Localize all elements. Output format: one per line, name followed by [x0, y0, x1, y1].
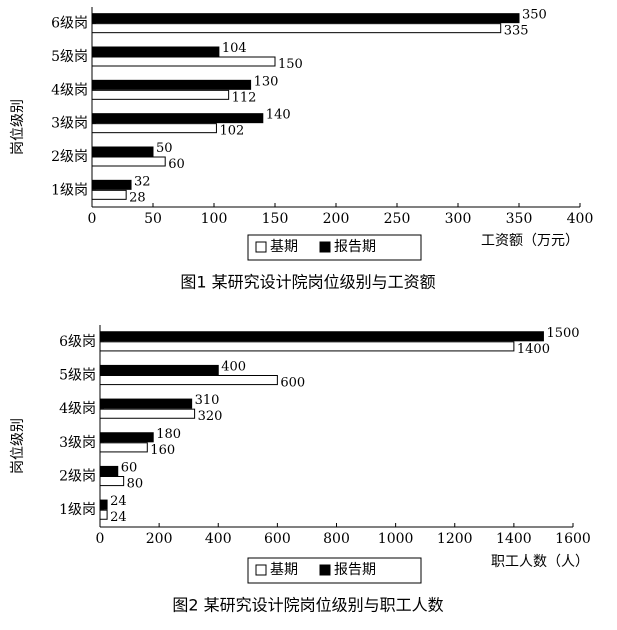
bar	[99, 364, 219, 376]
x-tick-label: 1600	[555, 531, 591, 547]
legend-box	[247, 234, 422, 261]
y-tick-label: 5级岗	[51, 49, 88, 65]
x-tick-label: 150	[262, 211, 289, 227]
bar	[99, 442, 148, 453]
x-tick-label: 1400	[496, 531, 532, 547]
bar	[99, 476, 125, 487]
value-label: 28	[129, 190, 146, 205]
legend-swatch	[255, 564, 267, 576]
bar	[91, 189, 127, 200]
value-label: 80	[127, 477, 144, 492]
value-label: 24	[110, 494, 127, 509]
legend-label: 报告期	[334, 562, 376, 578]
y-tick-label: 2级岗	[59, 469, 96, 485]
bar	[99, 499, 108, 510]
value-label: 310	[195, 393, 220, 408]
y-tick-label: 6级岗	[51, 16, 88, 32]
value-label: 102	[219, 124, 244, 139]
y-tick-label: 4级岗	[59, 401, 96, 417]
bar	[91, 13, 520, 24]
bar	[99, 331, 544, 342]
bar	[91, 156, 166, 167]
y-tick-label: 3级岗	[51, 116, 88, 132]
y-tick-label: 6级岗	[59, 334, 96, 350]
x-tick-label: 800	[323, 531, 350, 547]
legend-label: 报告期	[334, 239, 376, 255]
y-axis-label: 岗位级别	[10, 99, 26, 155]
bar	[91, 89, 230, 100]
value-label: 32	[134, 174, 151, 189]
bar	[91, 46, 220, 57]
bar	[99, 341, 515, 352]
legend-label: 基期	[270, 561, 298, 578]
value-label: 130	[254, 74, 279, 89]
value-label: 600	[280, 376, 305, 391]
value-label: 335	[504, 24, 529, 39]
value-label: 60	[121, 460, 138, 475]
bar	[91, 56, 276, 67]
value-label: 112	[232, 90, 257, 105]
bar	[99, 398, 193, 409]
legend-swatch	[319, 564, 331, 576]
bar	[99, 509, 108, 520]
value-label: 104	[222, 41, 247, 56]
value-label: 1500	[546, 326, 579, 341]
x-axis-label: 工资额（万元）	[481, 233, 579, 249]
y-tick-label: 5级岗	[59, 368, 96, 384]
legend-swatch	[255, 241, 267, 253]
x-tick-label: 250	[384, 211, 411, 227]
value-label: 320	[198, 409, 223, 424]
value-label: 160	[150, 443, 175, 458]
chart-title: 图2 某研究设计院岗位级别与职工人数	[172, 596, 443, 615]
bar	[99, 375, 278, 386]
bar	[99, 408, 196, 419]
x-tick-label: 1200	[437, 531, 473, 547]
legend-box	[247, 557, 422, 584]
y-tick-label: 1级岗	[51, 182, 88, 198]
x-axis-label: 职工人数（人）	[491, 554, 589, 570]
bar	[91, 113, 264, 124]
bar	[99, 465, 119, 477]
x-tick-label: 0	[96, 531, 105, 547]
bar	[91, 179, 132, 190]
value-label: 50	[156, 141, 173, 156]
x-tick-label: 400	[567, 211, 594, 227]
y-tick-label: 2级岗	[51, 149, 88, 165]
bar	[91, 79, 252, 90]
x-tick-label: 350	[506, 211, 533, 227]
value-label: 1400	[517, 342, 550, 357]
value-label: 140	[266, 108, 291, 123]
value-label: 60	[168, 157, 185, 172]
y-axis-label: 岗位级别	[10, 418, 26, 474]
value-label: 350	[522, 8, 547, 23]
bar	[91, 23, 502, 34]
value-label: 24	[110, 510, 127, 525]
bar	[91, 146, 154, 157]
chart-title: 图1 某研究设计院岗位级别与工资额	[180, 273, 435, 292]
x-tick-label: 200	[323, 211, 350, 227]
x-tick-label: 1000	[378, 531, 414, 547]
y-tick-label: 3级岗	[59, 435, 96, 451]
y-tick-label: 1级岗	[59, 502, 96, 518]
x-tick-label: 0	[88, 211, 97, 227]
y-tick-label: 4级岗	[51, 82, 88, 98]
x-tick-label: 300	[445, 211, 472, 227]
x-tick-label: 200	[146, 531, 173, 547]
x-tick-label: 100	[201, 211, 228, 227]
x-tick-label: 600	[264, 531, 291, 547]
value-label: 150	[278, 57, 303, 72]
legend-label: 基期	[270, 238, 298, 255]
bar	[99, 432, 154, 443]
bar	[91, 123, 217, 134]
value-label: 180	[156, 427, 181, 442]
legend-swatch	[319, 241, 331, 253]
value-label: 400	[221, 359, 246, 374]
x-tick-label: 50	[144, 211, 162, 227]
x-tick-label: 400	[205, 531, 232, 547]
